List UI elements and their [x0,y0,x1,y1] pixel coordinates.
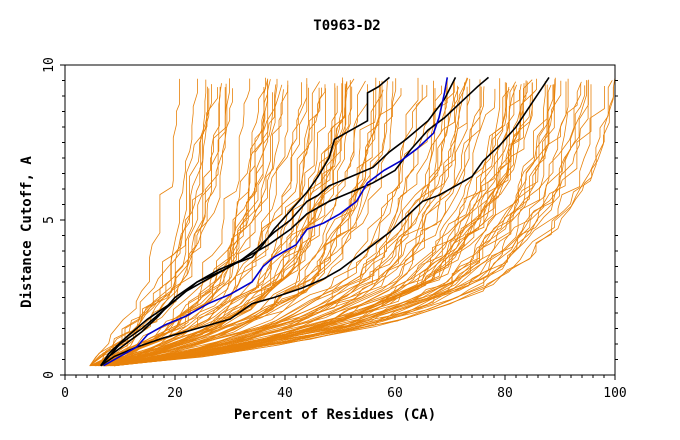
model-line [89,87,218,366]
x-tick-label: 60 [387,386,403,401]
highlight-line-black-1 [100,76,391,367]
model-line [104,86,482,367]
model-line [103,87,320,367]
model-line [89,84,213,367]
model-line [98,80,448,367]
y-axis-ticks: 0 5 10 [42,57,618,379]
model-line [110,84,517,367]
model-line [106,80,589,367]
model-line [100,90,536,367]
model-line [89,83,227,367]
y-tick-label: 0 [42,371,57,379]
model-line [105,80,388,367]
model-line [112,83,582,367]
model-line [114,84,548,367]
highlight-line-black-3 [100,76,550,367]
model-line [100,86,510,367]
model-line [105,88,326,367]
y-tick-label: 10 [42,57,57,73]
model-line [110,78,569,367]
model-line [100,89,374,367]
model-line [114,82,533,367]
model-line [105,81,454,367]
model-line [106,82,465,367]
model-line [90,78,251,367]
x-tick-label: 20 [167,386,183,401]
model-line [91,81,321,367]
model-line [99,84,289,367]
model-line [96,78,308,367]
model-line [114,77,616,367]
model-line [95,92,274,367]
model-line [102,79,481,367]
y-axis-label: Distance Cutoff, A [19,156,35,308]
model-line [107,88,496,367]
model-line [102,83,343,367]
chart-title: T0963-D2 [313,18,380,34]
background-model-lines [89,77,616,367]
model-line [94,80,344,367]
y-tick-label: 5 [42,216,57,224]
model-line [114,80,587,367]
model-line [94,77,267,367]
highlight-line-black-2 [100,77,457,367]
x-tick-label: 0 [61,386,69,401]
model-line [97,87,310,367]
x-tick-label: 40 [277,386,293,401]
model-line [98,84,326,367]
model-line [104,84,515,367]
model-line [89,78,198,366]
model-line [99,78,471,367]
highlight-lines [100,76,550,367]
model-line [105,87,322,367]
model-line [97,79,269,367]
model-line [109,80,435,367]
model-line [104,86,485,367]
model-line [89,78,278,367]
x-axis-ticks: 0 20 40 60 80 100 [61,375,627,401]
model-line [114,79,556,367]
model-line [104,78,455,367]
model-line [102,86,447,367]
model-line [101,83,346,367]
model-line [114,86,605,367]
highlight-line-black-4 [100,76,490,367]
model-line [104,82,302,367]
model-line [92,87,265,367]
x-axis-label: Percent of Residues (CA) [234,407,436,423]
model-line [102,80,366,367]
model-line [114,86,614,367]
model-line [102,89,384,367]
model-line [104,82,533,367]
model-line [112,88,510,367]
model-line [98,77,468,367]
model-line [111,79,589,367]
x-tick-label: 100 [603,386,626,401]
x-tick-label: 80 [497,386,513,401]
model-line [110,77,469,367]
model-line [105,77,419,367]
model-line [89,78,181,366]
model-line [105,81,394,367]
highlight-line-blue [103,77,449,367]
